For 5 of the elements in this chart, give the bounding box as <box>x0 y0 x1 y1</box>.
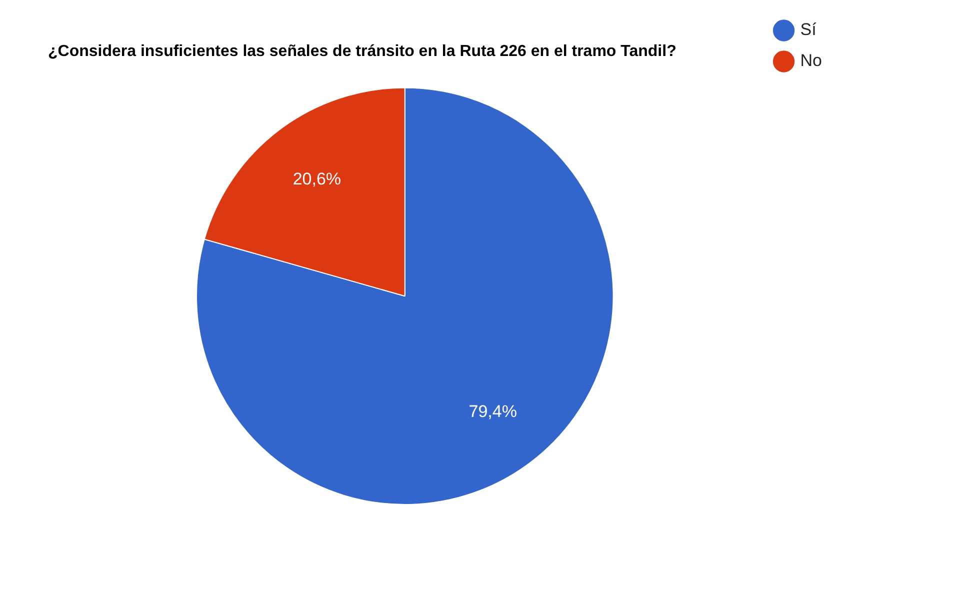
legend-label: No <box>800 51 822 70</box>
legend-label: Sí <box>800 20 817 40</box>
text: ¿Considera insuficientes las señales de tránsito en la Ruta 226 en el tramo Tandil? <box>48 43 676 60</box>
data-label: 20,6% <box>292 169 342 188</box>
data-label: 79,4% <box>468 402 517 422</box>
